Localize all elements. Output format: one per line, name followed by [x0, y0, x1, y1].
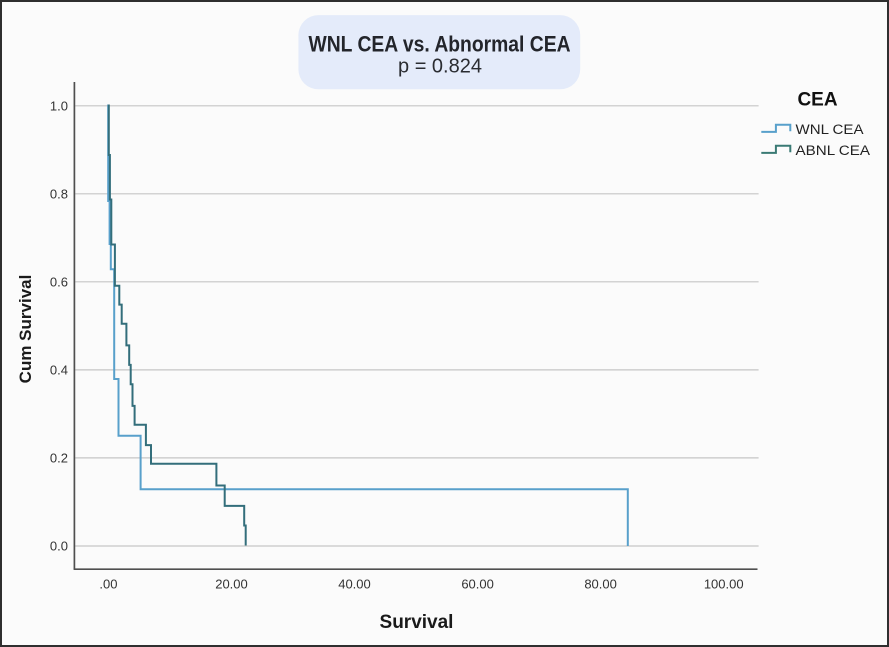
svg-text:100.00: 100.00 [704, 577, 744, 592]
svg-text:40.00: 40.00 [338, 577, 371, 592]
svg-text:.00: .00 [99, 577, 117, 592]
svg-text:0.8: 0.8 [50, 186, 68, 201]
svg-text:Survival: Survival [380, 612, 454, 633]
svg-text:1.0: 1.0 [50, 98, 68, 113]
svg-text:CEA: CEA [797, 90, 837, 111]
svg-text:60.00: 60.00 [461, 577, 494, 592]
svg-text:p = 0.824: p = 0.824 [398, 55, 482, 77]
svg-text:0.6: 0.6 [50, 274, 68, 289]
svg-text:20.00: 20.00 [215, 577, 248, 592]
svg-text:80.00: 80.00 [584, 577, 617, 592]
svg-text:WNL CEA vs. Abnormal CEA: WNL CEA vs. Abnormal CEA [309, 32, 571, 57]
svg-text:0.0: 0.0 [50, 539, 68, 554]
svg-text:Cum Survival: Cum Survival [16, 275, 35, 384]
svg-text:ABNL CEA: ABNL CEA [796, 143, 871, 158]
svg-text:0.2: 0.2 [50, 451, 68, 466]
svg-text:0.4: 0.4 [50, 363, 68, 378]
svg-text:WNL CEA: WNL CEA [796, 122, 864, 137]
